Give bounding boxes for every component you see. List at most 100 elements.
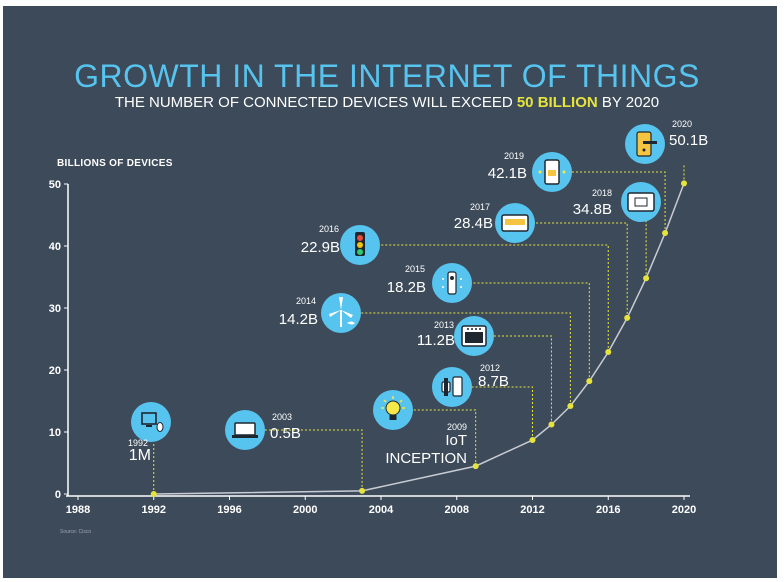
leader-line-2003 <box>265 429 363 491</box>
leader-line-2009 <box>413 409 477 467</box>
value-label-2013: 11.2B <box>417 332 455 349</box>
leader-line-2012 <box>472 386 533 441</box>
oven-door <box>465 332 483 343</box>
subtitle-suffix: BY 2020 <box>597 94 660 111</box>
leader-line-2013 <box>494 335 552 425</box>
traffic-light-green <box>357 249 363 255</box>
source-note: Source: Cisco <box>60 529 92 535</box>
growth-curve-line <box>153 183 685 495</box>
year-label-2017: 2017 <box>470 202 490 212</box>
smartwatch-phone-icon <box>441 376 463 397</box>
turbine-cloud <box>347 321 355 325</box>
year-label-2018: 2018 <box>592 188 612 198</box>
page-title: GROWTH IN THE INTERNET OF THINGS <box>74 58 700 94</box>
sensor-spark <box>460 278 462 280</box>
smartphone-icon <box>538 159 566 185</box>
y-tick-label-0: 0 <box>55 489 61 501</box>
laptop-base <box>232 435 258 438</box>
data-point-2019 <box>662 229 669 236</box>
x-tick-label-2004: 2004 <box>369 504 394 516</box>
smartphone-signal <box>538 170 542 174</box>
oven-knob <box>467 328 469 330</box>
leader-line-2019 <box>572 171 666 233</box>
x-tick-label-2016: 2016 <box>596 504 620 516</box>
icon-circle-2012 <box>432 367 472 407</box>
year-label-2014: 2014 <box>296 296 316 306</box>
year-label-2013: 2013 <box>434 320 454 330</box>
x-tick-label-1988: 1988 <box>66 504 90 516</box>
oven-icon <box>461 325 487 347</box>
value-label-2016: 22.9B <box>301 239 340 256</box>
lightbulb-icon <box>381 396 405 420</box>
lock-keyhole <box>642 148 646 152</box>
x-tick-label-2000: 2000 <box>293 504 317 516</box>
value-label-2009-line2: INCEPTION <box>385 450 467 467</box>
year-label-2009: 2009 <box>447 422 467 432</box>
leader-line-2014 <box>361 312 571 406</box>
y-tick-label-50: 50 <box>49 179 61 191</box>
watch-strap <box>444 378 448 396</box>
data-point-2013 <box>548 421 555 428</box>
monitor-stand <box>146 425 152 427</box>
value-label-2019: 42.1B <box>488 165 527 182</box>
laptop-icon <box>232 422 258 438</box>
year-label-2012: 2012 <box>480 363 500 373</box>
smartphone-screen-widget <box>548 170 556 176</box>
value-label-2018: 34.8B <box>573 201 612 218</box>
x-tick-label-2020: 2020 <box>672 504 696 516</box>
smart-lock-icon <box>636 131 657 157</box>
leader-line-2017 <box>535 222 628 318</box>
y-tick-label-20: 20 <box>49 365 61 377</box>
infographic-panel <box>3 6 777 578</box>
data-point-2015 <box>586 378 593 385</box>
smartphone-signal <box>562 170 566 174</box>
x-tick-label-1996: 1996 <box>217 504 241 516</box>
year-label-2015: 2015 <box>405 264 425 274</box>
data-point-2016 <box>605 349 612 356</box>
thermostat-body <box>627 192 655 212</box>
sensor-icon <box>442 271 462 295</box>
year-label-2003: 2003 <box>272 412 292 422</box>
lock-handle <box>643 141 657 144</box>
monitor-shape <box>141 412 157 425</box>
value-label-2009-line1: IoT <box>445 432 467 449</box>
subtitle-text: THE NUMBER OF CONNECTED DEVICES WILL EXC… <box>114 94 517 111</box>
turbine-blades <box>329 297 353 318</box>
page-subtitle: THE NUMBER OF CONNECTED DEVICES WILL EXC… <box>0 94 774 111</box>
value-label-2015: 18.2B <box>387 279 426 296</box>
value-label-2003: 0.5B <box>270 425 301 442</box>
value-label-2017: 28.4B <box>454 215 493 232</box>
year-label-2019: 2019 <box>504 151 524 161</box>
data-point-2020 <box>681 180 687 187</box>
oven-knob <box>475 328 477 330</box>
data-point-2012 <box>529 437 536 444</box>
subtitle-highlight: 50 BILLION <box>516 94 598 111</box>
meter-display <box>505 219 525 225</box>
traffic-light-yellow <box>357 242 363 248</box>
data-point-2009 <box>472 463 479 470</box>
y-tick-label-30: 30 <box>49 303 61 315</box>
traffic-light-icon <box>355 232 365 256</box>
thermostat-icon <box>627 192 655 212</box>
mouse-shape <box>156 422 164 432</box>
x-tick-label-2008: 2008 <box>445 504 469 516</box>
x-tick-label-2012: 2012 <box>520 504 544 516</box>
data-point-2003 <box>359 487 366 494</box>
value-label-2014: 14.2B <box>279 311 318 328</box>
y-tick-label-40: 40 <box>49 241 61 253</box>
oven-knob <box>479 328 481 330</box>
sensor-spark <box>460 286 462 288</box>
year-label-2016: 2016 <box>319 224 339 234</box>
leader-line-2015 <box>472 282 590 382</box>
data-point-1992 <box>150 490 157 497</box>
traffic-light-red <box>357 235 363 241</box>
thermostat-display <box>634 197 648 207</box>
laptop-screen <box>234 422 256 436</box>
y-axis-label: BILLIONS OF DEVICES <box>57 158 173 169</box>
wind-turbine-icon <box>329 297 355 327</box>
sensor-body <box>447 271 457 295</box>
year-label-2020: 2020 <box>672 119 692 129</box>
bulb-glass <box>385 400 401 416</box>
sensor-light <box>450 276 454 280</box>
